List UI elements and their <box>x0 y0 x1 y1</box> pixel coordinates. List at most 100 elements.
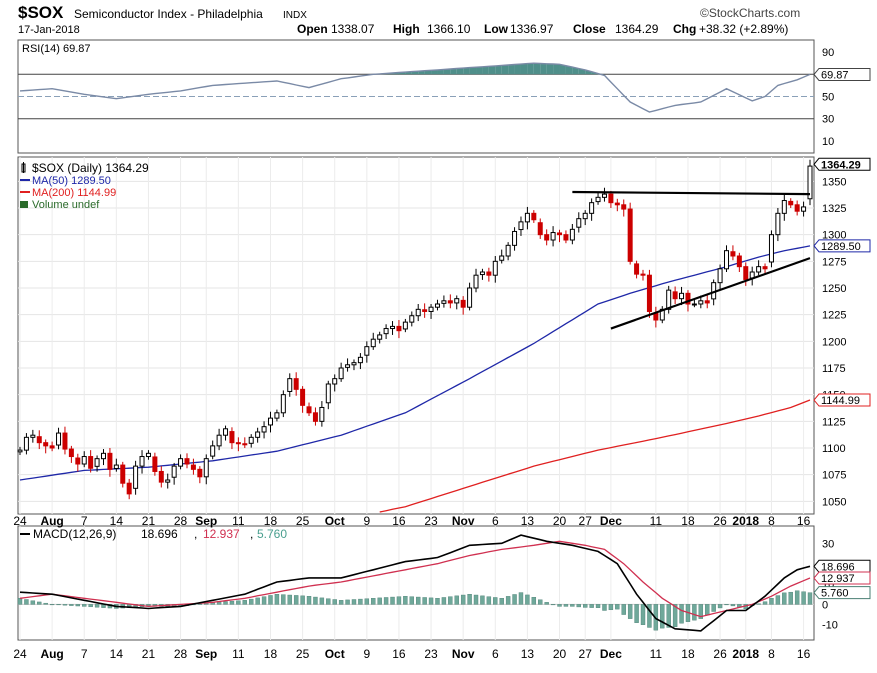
x-axis-label: 20 <box>553 647 567 661</box>
candle-body <box>152 456 158 472</box>
x-axis-label: 18 <box>264 647 278 661</box>
candle-body <box>762 266 768 270</box>
macd-legend-label: MACD(12,26,9) <box>33 527 116 541</box>
macd-histogram-bar <box>300 595 305 605</box>
exchange-text: INDX <box>283 10 307 21</box>
candle-body <box>518 221 524 231</box>
macd-histogram-bar <box>621 604 626 615</box>
date-text: 17-Jan-2018 <box>18 24 80 36</box>
macd-histogram-bar <box>640 604 646 625</box>
macd-histogram-bar <box>589 604 594 608</box>
macd-histogram-bar <box>762 601 768 605</box>
candle-body <box>107 452 113 470</box>
ma50-line <box>19 245 811 481</box>
candle-body <box>422 309 428 312</box>
ma200-value-tag: 1144.99 <box>821 395 860 407</box>
candle-body <box>524 212 530 223</box>
x-axis-label: 7 <box>81 647 88 661</box>
candle-body <box>287 378 293 392</box>
candle-body <box>807 165 813 200</box>
x-axis-label: Oct <box>325 514 345 528</box>
ma200-value-tag-box <box>813 393 871 407</box>
x-axis-label: 14 <box>110 647 124 661</box>
rsi-overbought-fill <box>450 68 457 75</box>
price-legend-text: $SOX (Daily) 1364.29 <box>32 161 149 175</box>
x-axis-label: 21 <box>142 647 156 661</box>
macd-histogram-bar <box>409 596 414 605</box>
index-name-text: Semiconductor Index - Philadelphia <box>74 7 263 21</box>
x-axis-label: 9 <box>363 514 370 528</box>
stockcharts-logo[interactable]: ©StockCharts.com <box>700 6 800 20</box>
macd-histogram-bar <box>448 596 453 605</box>
price-panel-frame <box>17 156 815 515</box>
candle-body <box>357 356 363 364</box>
macd-histogram-bar <box>615 604 620 610</box>
candle-body <box>691 303 697 306</box>
candle-body <box>223 428 229 436</box>
macd-histogram-bar <box>428 597 434 605</box>
x-axis-label: 6 <box>492 514 499 528</box>
macd-histogram-bar <box>602 604 607 611</box>
candle-body <box>306 406 312 414</box>
macd-histogram-bar <box>377 597 382 605</box>
rsi-overbought-fill <box>533 63 541 75</box>
rsi-overbought-fill <box>495 65 502 75</box>
macd-histogram-bar <box>268 595 273 605</box>
rsi-overbought-fill <box>482 66 489 75</box>
ohlc-row: Open 1338.07 High 1366.10 Low 1336.97 Close 136… <box>297 22 788 36</box>
macd-histogram-bar <box>794 590 800 605</box>
rsi-overbought-fill <box>424 70 432 75</box>
macd-histogram-bar <box>595 604 601 608</box>
candle-body <box>36 436 42 444</box>
macd-histogram-bar <box>730 604 736 607</box>
macd-histogram-bar <box>30 600 36 605</box>
macd-histogram-bar <box>49 604 55 606</box>
rsi-tick-label: 50 <box>822 92 834 104</box>
macd-tick-label: 30 <box>822 538 834 550</box>
price-tick-label: 1275 <box>822 256 846 268</box>
candle-body <box>43 442 49 447</box>
candle-body <box>255 431 261 438</box>
candle-body <box>402 321 408 330</box>
price-tick-label: 1300 <box>822 230 846 242</box>
candle-body <box>332 378 338 385</box>
candle-body <box>409 315 415 323</box>
macd-legend-value: 18.696 <box>141 527 178 541</box>
candle-body <box>428 306 434 312</box>
x-axis-label: Dec <box>600 647 622 661</box>
candle-body <box>775 212 781 236</box>
candle-body <box>248 436 254 444</box>
x-axis-label: 8 <box>768 514 775 528</box>
signal-value-tag-box <box>813 571 871 585</box>
macd-panel-frame <box>17 525 815 641</box>
candle-body <box>550 232 556 241</box>
candle-body <box>338 367 344 380</box>
rsi-overbought-fill <box>488 65 496 75</box>
macd-histogram-bar <box>692 604 697 621</box>
x-axis-label: Nov <box>452 514 475 528</box>
signal-value-tag: 12.937 <box>821 573 855 585</box>
macd-histogram-bar <box>223 601 228 605</box>
trendline <box>610 257 811 330</box>
candle-body <box>203 458 209 478</box>
rsi-overbought-fill <box>456 68 464 75</box>
macd-histogram-bar <box>236 600 241 605</box>
macd-histogram-bar <box>724 604 729 606</box>
close-price-tag: 1364.29 <box>821 159 861 171</box>
x-axis-label: 8 <box>768 647 775 661</box>
candle-body <box>544 234 550 241</box>
x-axis-label: 11 <box>232 514 245 528</box>
macd-histogram-bar <box>313 596 318 605</box>
x-axis-label: 2018 <box>732 514 759 528</box>
candle-body <box>473 274 479 289</box>
grid-layer <box>18 73 814 640</box>
candle-body <box>280 394 286 414</box>
x-axis-label: 14 <box>110 514 124 528</box>
candle-body <box>184 458 190 465</box>
macd-histogram-bar <box>351 599 357 605</box>
macd-histogram-bar <box>17 598 23 605</box>
macd-histogram-bar <box>454 595 459 605</box>
macd-histogram-bar <box>647 604 652 628</box>
macd-histogram-bar <box>486 596 492 605</box>
candle-body <box>788 200 794 206</box>
